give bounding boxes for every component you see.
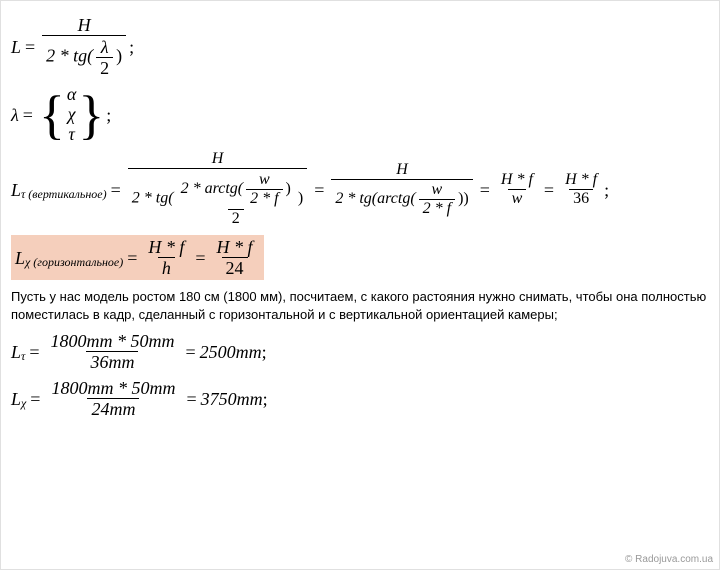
eq2-lhs: λ (11, 106, 19, 124)
eq5-lhs-sub: τ (21, 350, 25, 362)
eq1-num: H (74, 15, 95, 35)
eq3-lhs-sub: τ (вертикальное) (21, 188, 107, 200)
equation-4-highlight: Lχ (горизонтальное) = H * f h = H * f 24 (11, 235, 264, 280)
eq5-frac: 1800mm * 50mm 36mm (46, 331, 178, 372)
eq1-frac: H 2 * tg(λ2) (42, 15, 126, 79)
eq3-lhs-var: L (11, 181, 21, 199)
equation-5: Lτ = 1800mm * 50mm 36mm = 2500mm; (11, 331, 709, 372)
eq2-opt3: τ (68, 125, 74, 145)
description-paragraph: Пусть у нас модель ростом 180 см (1800 м… (11, 288, 709, 323)
equals: = (111, 181, 121, 199)
eq3-part1: H 2 * tg( 2 * arctg(w2 * f) 2 ) (128, 150, 307, 229)
eq2-options: α χ τ (67, 85, 76, 144)
equals: = (23, 106, 33, 124)
eq3-part4: H * f 36 (561, 171, 601, 208)
eq6-lhs-sub: χ (21, 397, 26, 409)
eq2-opt1: α (67, 85, 76, 105)
equation-3: Lτ (вертикальное) = H 2 * tg( 2 * arctg(… (11, 150, 709, 229)
eq6-lhs-var: L (11, 390, 21, 408)
eq4-part1: H * f h (144, 237, 188, 278)
equation-2: λ = { α χ τ } ; (11, 85, 709, 144)
eq3-part3: H * f w (497, 171, 537, 208)
right-brace-icon: } (78, 88, 104, 142)
equals: = (127, 249, 137, 267)
eq4-lhs-sub: χ (горизонтальное) (25, 256, 123, 268)
eq4-part2: H * f 24 (213, 237, 257, 278)
eq6-frac: 1800mm * 50mm 24mm (47, 378, 179, 419)
equals: = (480, 181, 490, 199)
eq6-tail: ; (263, 390, 268, 408)
equation-1: L = H 2 * tg(λ2) ; (11, 15, 709, 79)
equals: = (25, 38, 35, 56)
eq5-lhs-var: L (11, 343, 21, 361)
equals: = (29, 343, 39, 361)
equals: = (186, 390, 196, 408)
left-brace-icon: { (39, 88, 65, 142)
equals: = (314, 181, 324, 199)
eq2-opt2: χ (68, 105, 76, 125)
equals: = (30, 390, 40, 408)
eq1-tail: ; (129, 38, 134, 56)
eq5-rhs: 2500mm (200, 343, 262, 361)
equation-6: Lχ = 1800mm * 50mm 24mm = 3750mm; (11, 378, 709, 419)
equals: = (195, 249, 205, 267)
eq1-lhs: L (11, 38, 21, 56)
equation-4-row: Lχ (горизонтальное) = H * f h = H * f 24 (11, 235, 709, 280)
eq3-tail: ; (604, 181, 609, 199)
equals: = (185, 343, 195, 361)
eq1-den: 2 * tg(λ2) (42, 35, 126, 79)
eq5-tail: ; (262, 343, 267, 361)
watermark-text: © Radojuva.com.ua (625, 554, 713, 565)
equals: = (544, 181, 554, 199)
eq2-tail: ; (106, 106, 111, 124)
eq6-rhs: 3750mm (201, 390, 263, 408)
eq4-lhs-var: L (15, 249, 25, 267)
eq3-part2: H 2 * tg(arctg(w2 * f)) (331, 161, 472, 219)
